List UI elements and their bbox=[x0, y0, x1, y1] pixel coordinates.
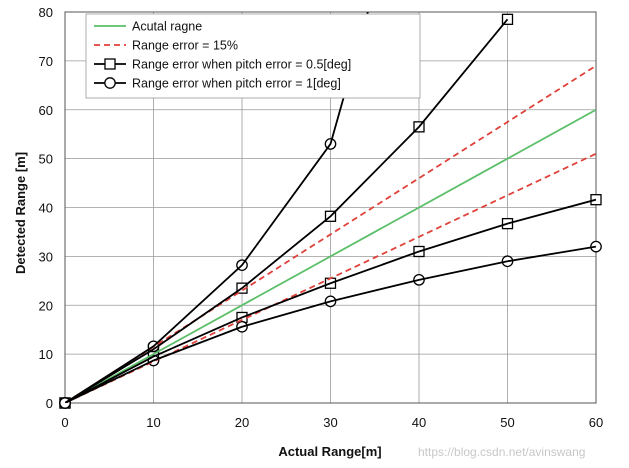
series-line-2 bbox=[65, 152, 596, 403]
y-tick-label-7: 70 bbox=[39, 54, 53, 69]
x-tick-label-6: 60 bbox=[589, 415, 603, 430]
x-tick-label-4: 40 bbox=[412, 415, 426, 430]
x-axis-ticks: 0 10 20 30 40 50 60 bbox=[61, 415, 603, 430]
series-line-4 bbox=[65, 198, 596, 403]
x-tick-label-2: 20 bbox=[235, 415, 249, 430]
legend-box bbox=[85, 13, 421, 99]
watermark: https://blog.csdn.net/avinswang bbox=[418, 445, 585, 459]
plot-frame bbox=[64, 11, 597, 404]
series-line-3 bbox=[65, 18, 509, 403]
y-tick-label-4: 40 bbox=[39, 201, 53, 216]
x-axis-title: Actual Range[m] bbox=[278, 444, 381, 459]
series-2 bbox=[65, 152, 596, 403]
y-tick-label-0: 0 bbox=[46, 396, 53, 411]
legend-label-2: Range error when pitch error = 0.5[deg] bbox=[132, 58, 351, 72]
series-3 bbox=[65, 18, 509, 403]
x-tick-label-0: 0 bbox=[61, 415, 68, 430]
y-tick-label-6: 60 bbox=[39, 103, 53, 118]
series-4 bbox=[65, 198, 596, 403]
y-tick-label-8: 80 bbox=[39, 5, 53, 20]
legend-label-3: Range error when pitch error = 1[deg] bbox=[132, 77, 341, 91]
y-axis-ticks: 0 10 20 30 40 50 60 70 80 bbox=[39, 5, 53, 411]
legend: Acutal ragne Range error = 15% Range error… bbox=[85, 13, 421, 99]
y-tick-label-3: 30 bbox=[39, 249, 53, 264]
y-axis-title: Detected Range [m] bbox=[13, 152, 28, 274]
legend-marker-3 bbox=[104, 77, 116, 89]
x-tick-label-5: 50 bbox=[500, 415, 514, 430]
series-line-6 bbox=[65, 245, 596, 403]
x-tick-label-1: 10 bbox=[146, 415, 160, 430]
legend-marker-2 bbox=[104, 58, 116, 70]
series-line-0 bbox=[65, 108, 596, 403]
y-tick-label-1: 10 bbox=[39, 347, 53, 362]
plot-border bbox=[64, 11, 597, 404]
x-tick-label-3: 30 bbox=[323, 415, 337, 430]
legend-label-1: Range error = 15% bbox=[132, 39, 238, 53]
series-6 bbox=[65, 245, 596, 403]
y-tick-label-5: 50 bbox=[39, 152, 53, 167]
series-0 bbox=[65, 108, 596, 403]
legend-label-0: Acutal ragne bbox=[132, 20, 202, 34]
y-tick-label-2: 20 bbox=[39, 298, 53, 313]
